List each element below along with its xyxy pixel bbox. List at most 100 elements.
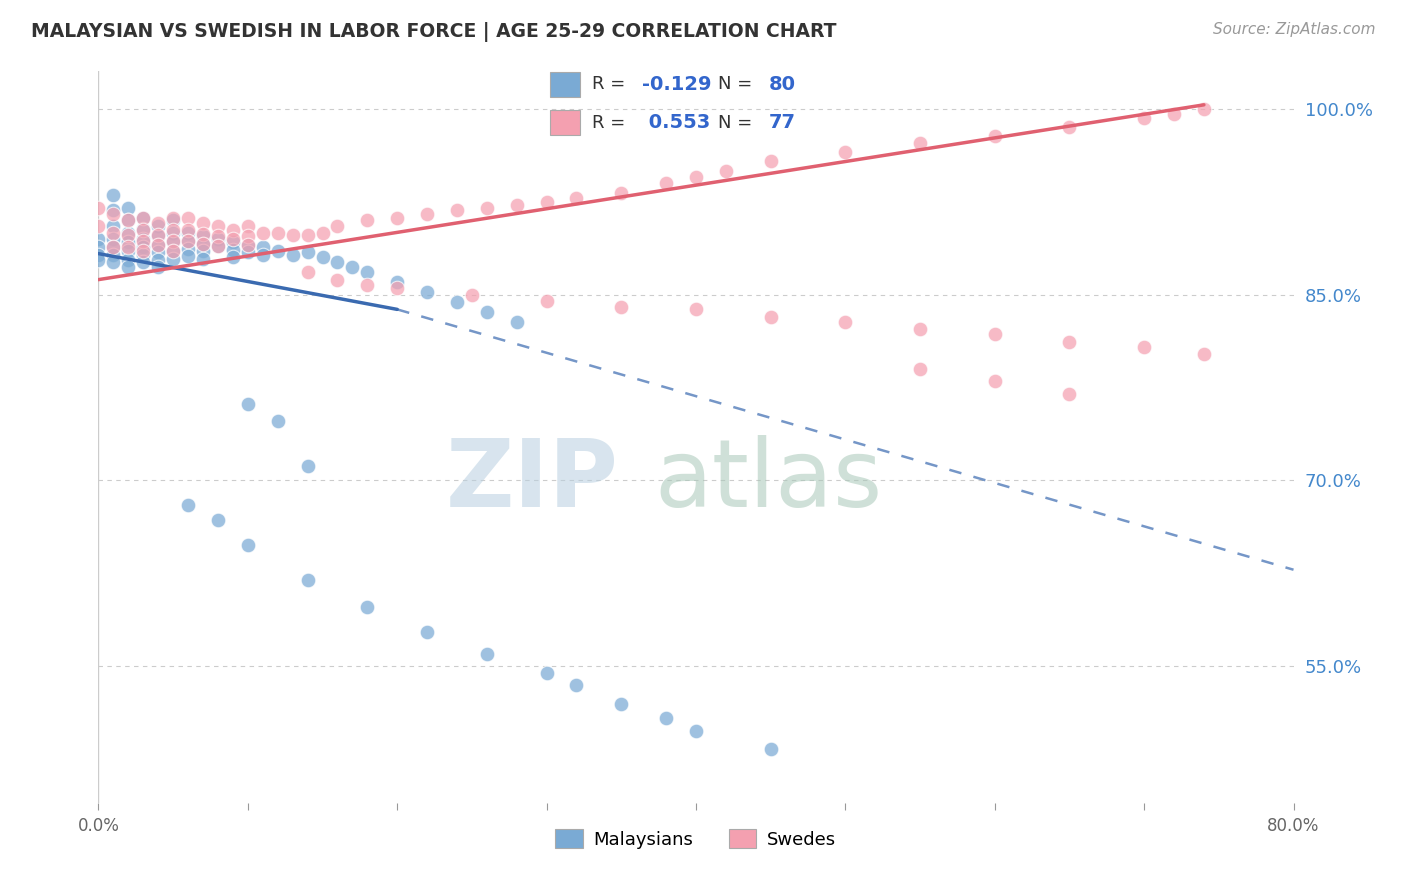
Point [132, 240, 155, 254]
Point [655, 176, 678, 190]
Point [132, 232, 155, 246]
Point [103, 240, 125, 254]
Point [416, 207, 439, 221]
Point [177, 234, 200, 248]
Text: MALAYSIAN VS SWEDISH IN LABOR FORCE | AGE 25-29 CORRELATION CHART: MALAYSIAN VS SWEDISH IN LABOR FORCE | AG… [31, 22, 837, 42]
Point [565, 191, 588, 205]
Point [610, 697, 633, 711]
Legend: Malaysians, Swedes: Malaysians, Swedes [548, 822, 844, 856]
Point [148, 245, 170, 260]
Text: 0.553: 0.553 [641, 113, 710, 132]
Point [103, 207, 125, 221]
Point [162, 213, 184, 227]
Text: R =: R = [592, 114, 630, 132]
Point [356, 213, 378, 227]
Point [236, 238, 259, 252]
Point [984, 327, 1007, 342]
Point [326, 272, 349, 286]
Point [177, 242, 200, 256]
Point [416, 624, 439, 639]
Point [117, 226, 139, 240]
Point [475, 647, 498, 661]
Point [117, 244, 139, 259]
Point [655, 711, 678, 725]
Point [191, 236, 214, 251]
Point [132, 211, 155, 225]
Point [610, 300, 633, 314]
Text: R =: R = [592, 75, 630, 93]
Point [207, 239, 229, 253]
Point [103, 226, 125, 240]
Point [1163, 106, 1185, 120]
Point [252, 226, 274, 240]
Point [117, 201, 139, 215]
Point [759, 310, 782, 324]
Point [177, 223, 200, 237]
Point [297, 245, 319, 260]
Point [222, 232, 245, 246]
Point [177, 249, 200, 263]
Point [191, 229, 214, 244]
Point [117, 235, 139, 250]
Point [177, 226, 200, 240]
Point [385, 211, 409, 225]
Point [685, 723, 707, 738]
Point [191, 244, 214, 259]
Point [207, 239, 229, 253]
Point [117, 260, 139, 275]
Point [475, 201, 498, 215]
Point [385, 281, 409, 295]
Point [222, 223, 245, 237]
Point [132, 222, 155, 236]
Point [148, 238, 170, 252]
Point [984, 374, 1007, 388]
Point [236, 219, 259, 234]
Point [326, 255, 349, 269]
Point [759, 153, 782, 168]
Point [132, 255, 155, 269]
Point [267, 226, 290, 240]
Point [87, 201, 110, 215]
Point [267, 414, 290, 428]
Point [281, 248, 304, 262]
Text: 80: 80 [769, 75, 796, 94]
Point [311, 250, 333, 264]
Point [162, 226, 184, 240]
Point [236, 538, 259, 552]
Point [222, 235, 245, 250]
Point [162, 252, 184, 266]
Point [984, 128, 1007, 143]
Point [236, 229, 259, 244]
Point [1133, 340, 1156, 354]
Point [252, 248, 274, 262]
Point [1133, 112, 1156, 126]
Point [148, 252, 170, 267]
Point [117, 240, 139, 254]
Point [162, 223, 184, 237]
Point [103, 248, 125, 262]
Point [207, 229, 229, 244]
Point [103, 219, 125, 234]
Point [759, 742, 782, 756]
Point [117, 213, 139, 227]
Point [297, 227, 319, 242]
Point [461, 287, 484, 301]
Point [132, 223, 155, 237]
Point [1192, 347, 1215, 361]
Point [103, 203, 125, 218]
Point [162, 234, 184, 248]
Point [132, 211, 155, 225]
Point [1059, 120, 1081, 135]
Text: 77: 77 [769, 113, 796, 132]
Point [297, 265, 319, 279]
Point [117, 252, 139, 267]
Point [475, 305, 498, 319]
Point [267, 244, 290, 259]
Point [177, 211, 200, 225]
Text: N =: N = [718, 114, 758, 132]
Point [191, 216, 214, 230]
Point [834, 315, 856, 329]
Point [834, 145, 856, 159]
Point [87, 252, 110, 267]
Point [87, 240, 110, 254]
